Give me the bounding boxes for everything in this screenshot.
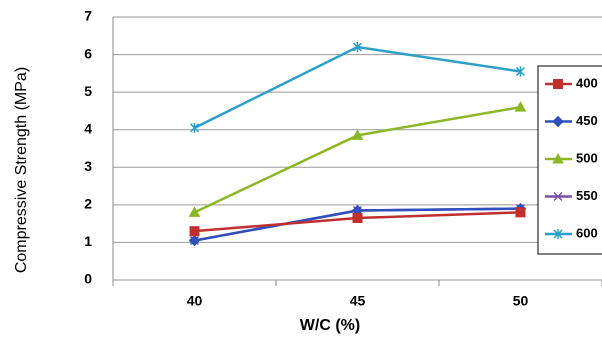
y-tick-label: 4 xyxy=(84,120,92,136)
y-tick-label: 6 xyxy=(84,45,92,61)
marker xyxy=(514,101,527,112)
legend-label: 550 xyxy=(576,188,598,203)
y-tick-label: 5 xyxy=(84,83,92,99)
marker xyxy=(553,79,563,89)
legend-label: 600 xyxy=(576,225,598,240)
marker xyxy=(552,152,564,164)
x-tick-label: 50 xyxy=(513,293,529,309)
x-axis-label: W/C (%) xyxy=(300,317,360,334)
marker xyxy=(351,129,364,140)
y-tick-label: 7 xyxy=(84,8,92,24)
legend-label: 450 xyxy=(576,113,598,128)
y-tick-label: 1 xyxy=(84,233,92,249)
marker xyxy=(515,66,526,77)
marker xyxy=(189,226,200,237)
marker xyxy=(552,115,564,128)
marker xyxy=(352,213,363,224)
legend-label: 400 xyxy=(576,75,598,90)
legend-label: 500 xyxy=(576,150,598,165)
marker xyxy=(188,234,201,247)
marker xyxy=(188,206,201,217)
marker xyxy=(189,122,200,133)
y-tick-label: 3 xyxy=(84,158,92,174)
y-tick-label: 2 xyxy=(84,196,92,212)
y-axis-label: Compressive Strength (MPa) xyxy=(13,67,30,273)
marker xyxy=(553,229,563,239)
marker xyxy=(352,42,363,53)
series-line xyxy=(193,105,521,214)
marker xyxy=(515,207,526,218)
x-tick-label: 45 xyxy=(350,293,366,309)
x-tick-label: 40 xyxy=(187,293,203,309)
marker xyxy=(553,191,563,202)
y-tick-label: 0 xyxy=(84,271,92,287)
